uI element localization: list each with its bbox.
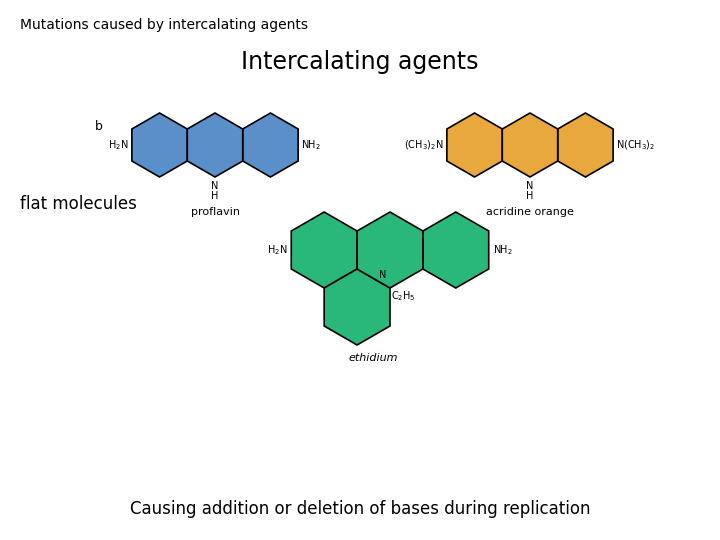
Text: N: N bbox=[211, 181, 219, 191]
Text: ethidium: ethidium bbox=[348, 353, 398, 363]
Text: H: H bbox=[211, 191, 219, 201]
Polygon shape bbox=[187, 113, 243, 177]
Text: H: H bbox=[526, 191, 534, 201]
Text: proflavin: proflavin bbox=[191, 207, 240, 217]
Text: C$_2$H$_5$: C$_2$H$_5$ bbox=[390, 289, 415, 303]
Polygon shape bbox=[503, 113, 558, 177]
Polygon shape bbox=[423, 212, 489, 288]
Text: b: b bbox=[95, 120, 103, 133]
Text: NH$_2$: NH$_2$ bbox=[301, 138, 321, 152]
Text: N(CH$_3$)$_2$: N(CH$_3$)$_2$ bbox=[616, 138, 656, 152]
Text: H$_2$N: H$_2$N bbox=[267, 243, 287, 257]
Polygon shape bbox=[447, 113, 503, 177]
Polygon shape bbox=[132, 113, 187, 177]
Text: NH$_2$: NH$_2$ bbox=[492, 243, 513, 257]
Polygon shape bbox=[558, 113, 613, 177]
Text: Causing addition or deletion of bases during replication: Causing addition or deletion of bases du… bbox=[130, 500, 590, 518]
Text: Mutations caused by intercalating agents: Mutations caused by intercalating agents bbox=[20, 18, 308, 32]
Text: flat molecules: flat molecules bbox=[20, 195, 137, 213]
Polygon shape bbox=[292, 212, 357, 288]
Text: (CH$_3$)$_2$N: (CH$_3$)$_2$N bbox=[404, 138, 444, 152]
Text: acridine orange: acridine orange bbox=[486, 207, 574, 217]
Text: N: N bbox=[379, 271, 386, 280]
Text: H$_2$N: H$_2$N bbox=[109, 138, 129, 152]
Text: Intercalating agents: Intercalating agents bbox=[241, 50, 479, 74]
Polygon shape bbox=[357, 212, 423, 288]
Polygon shape bbox=[243, 113, 298, 177]
Polygon shape bbox=[324, 269, 390, 345]
Text: N: N bbox=[526, 181, 534, 191]
